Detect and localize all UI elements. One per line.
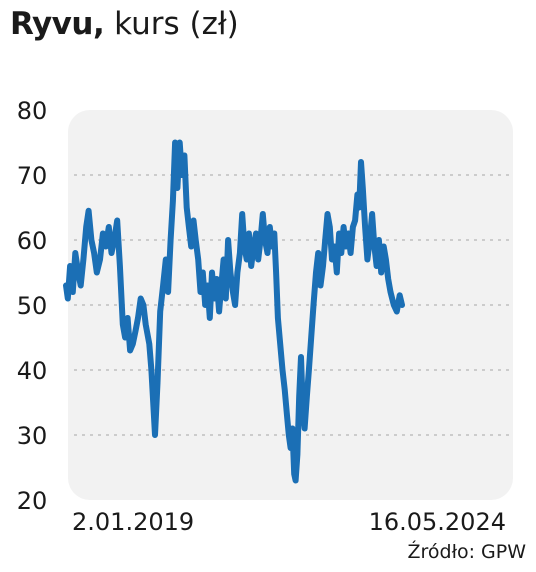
x-axis-ticks: 2.01.2019 16.05.2024 [72,508,506,536]
x-tick-start: 2.01.2019 [72,508,194,536]
y-tick-label: 50 [17,292,48,320]
y-tick-label: 40 [17,357,48,385]
price-line [63,139,405,484]
gridlines [74,174,509,436]
chart-title: Ryvu, kurs (zł) [10,4,239,44]
title-company: Ryvu, [10,6,105,42]
y-tick-label: 30 [17,422,48,450]
title-unit: kurs (zł) [104,6,239,42]
y-tick-label: 60 [17,227,48,255]
y-axis-ticks: 20 30 40 50 60 70 80 [17,97,48,515]
x-tick-end: 16.05.2024 [369,508,506,536]
y-tick-label: 80 [17,97,48,125]
source-note: Źródło: GPW [407,541,526,563]
y-tick-label: 20 [17,487,48,515]
y-tick-label: 70 [17,162,48,190]
